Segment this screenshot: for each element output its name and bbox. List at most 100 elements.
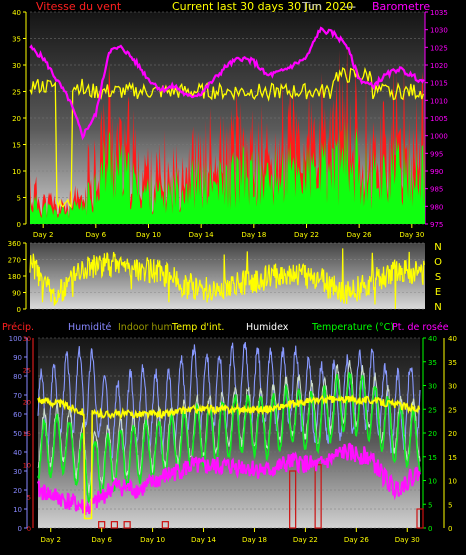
y-tick-label: 20 [12,115,21,123]
precip-bar [289,470,297,529]
x-tick-label: Day 22 [294,231,319,239]
dewpoint-line [37,442,421,516]
y-tick-label: 30 [12,62,21,70]
y-tick-label: 35 [12,36,21,44]
y-tick-label: 15 [428,454,437,462]
y-tick-label: 1000 [430,133,448,141]
x-tick-label: Day 26 [347,231,373,239]
wind-title: Vitesse du vent [36,0,122,13]
y-tick-label: 1025 [430,44,448,52]
direction-line [29,248,425,310]
y-tick-label: 90 [12,290,21,298]
y-tick-label: 40 [428,335,437,343]
precip-bar [314,464,322,529]
y-tick-label: 15 [448,454,457,462]
y-tick-label: 975 [430,221,443,229]
y-tick-label: 20 [13,487,22,495]
compass-letter: O [434,257,442,268]
x-tick-label: Day 18 [241,231,266,239]
x-tick-label: Day 26 [344,536,370,544]
y-tick-label: 995 [430,150,443,158]
y-tick-label: 270 [8,257,21,265]
wind-baro-panel: Vitesse du vent Current last 30 days 30 … [12,0,448,239]
y-tick-label: 15 [12,142,21,150]
barometer-title: Barometre [372,0,430,13]
legend-item: Précip. [2,322,34,333]
y-tick-label: 50 [13,430,22,438]
y-tick-label: 1015 [430,80,448,88]
y-tick-label: 90 [13,354,22,362]
legend-item: Temperature (°C) [311,322,394,333]
x-tick-label: Day 22 [293,536,318,544]
y-tick-label: 15 [23,430,31,438]
temp-hum-panel: Précip. Humidité Indoor hum Temp d'int. Humi… [2,322,457,544]
y-tick-label: 30 [13,468,22,476]
y-tick-label: 5 [17,195,21,203]
y-tick-label: 25 [23,367,31,375]
humidex-line [37,360,421,493]
x-tick-label: Day 10 [136,231,161,239]
y-tick-label: 5 [428,501,432,509]
y-tick-label: 990 [430,168,443,176]
compass-letter: E [435,287,441,298]
legend-item: Temp d'int. [171,322,224,333]
y-tick-label: 30 [448,383,457,391]
x-tick-label: Day 18 [242,536,267,544]
legend-item: Humidex [246,322,289,333]
precip-axis-ticks: 0 5 10 15 20 25 30 [23,335,34,533]
y-tick-label: 1005 [430,115,448,123]
y-tick-label: 0 [448,525,452,533]
y-tick-label: 25 [428,406,437,414]
precip-bar [123,521,131,529]
y-tick-label: 20 [448,430,457,438]
direction-axis-ticks: 0 90 180 270 360 [8,240,27,314]
y-tick-label: 1030 [430,27,448,35]
y-tick-label: 40 [448,335,457,343]
x-tick-label: Day 6 [91,536,112,544]
y-tick-label: 0 [428,525,432,533]
precip-bar [110,521,119,529]
barometer-line [29,26,425,141]
temp-axis-ticks: 0 0 5 5 10 10 15 15 20 20 25 25 30 30 35 35 40 40 [422,335,457,533]
y-tick-label: 0 [18,525,22,533]
y-tick-label: 10 [12,168,21,176]
x-tick-label: Day 30 [399,231,424,239]
baro-axis-ticks: 975 980 985 990 995 1000 1005 1010 1015 1020 1025 1… [424,9,448,229]
wind-x-ticks: Day 2 Day 6 Day 10 Day 14 Day 18 Day 22 Day 26… [33,224,424,239]
x-tick-label: Day 30 [395,536,420,544]
wind-baro-series [29,26,425,224]
y-tick-label: 100 [9,335,22,343]
y-tick-label: 30 [428,383,437,391]
compass-letter: N [434,302,441,313]
temp-x-ticks: Day 2 Day 6 Day 10 Day 14 Day 18 Day 22 Day 26… [40,528,420,544]
y-tick-label: 5 [448,501,452,509]
wind-area [30,118,425,224]
y-tick-label: 180 [8,273,21,281]
compass-letter: N [434,242,441,253]
y-tick-label: 25 [12,89,21,97]
y-tick-label: 70 [13,392,22,400]
y-tick-label: 60 [13,411,22,419]
y-tick-label: 10 [448,478,457,486]
direction-series [29,248,425,310]
y-tick-label: 1020 [430,62,448,70]
y-tick-label: 985 [430,186,443,194]
legend-item: Pt. de rosée [392,322,449,333]
chart-period-title: Current last 30 days 30 Jun 2020 [172,0,353,13]
y-tick-label: 35 [448,359,457,367]
y-tick-label: 10 [23,462,31,470]
overlay-text: Tim [301,0,322,13]
x-tick-label: Day 2 [40,536,61,544]
x-tick-label: Day 14 [189,231,215,239]
temp-legend: Précip. Humidité Indoor hum Temp d'int. Humi… [2,322,449,333]
y-tick-label: 980 [430,203,443,211]
legend-item: Humidité [68,322,111,333]
temp-hum-series [37,341,424,529]
y-tick-label: 10 [428,478,437,486]
y-tick-label: 0 [17,221,21,229]
y-tick-label: 25 [448,406,457,414]
legend-item: Indoor hum [118,322,173,333]
